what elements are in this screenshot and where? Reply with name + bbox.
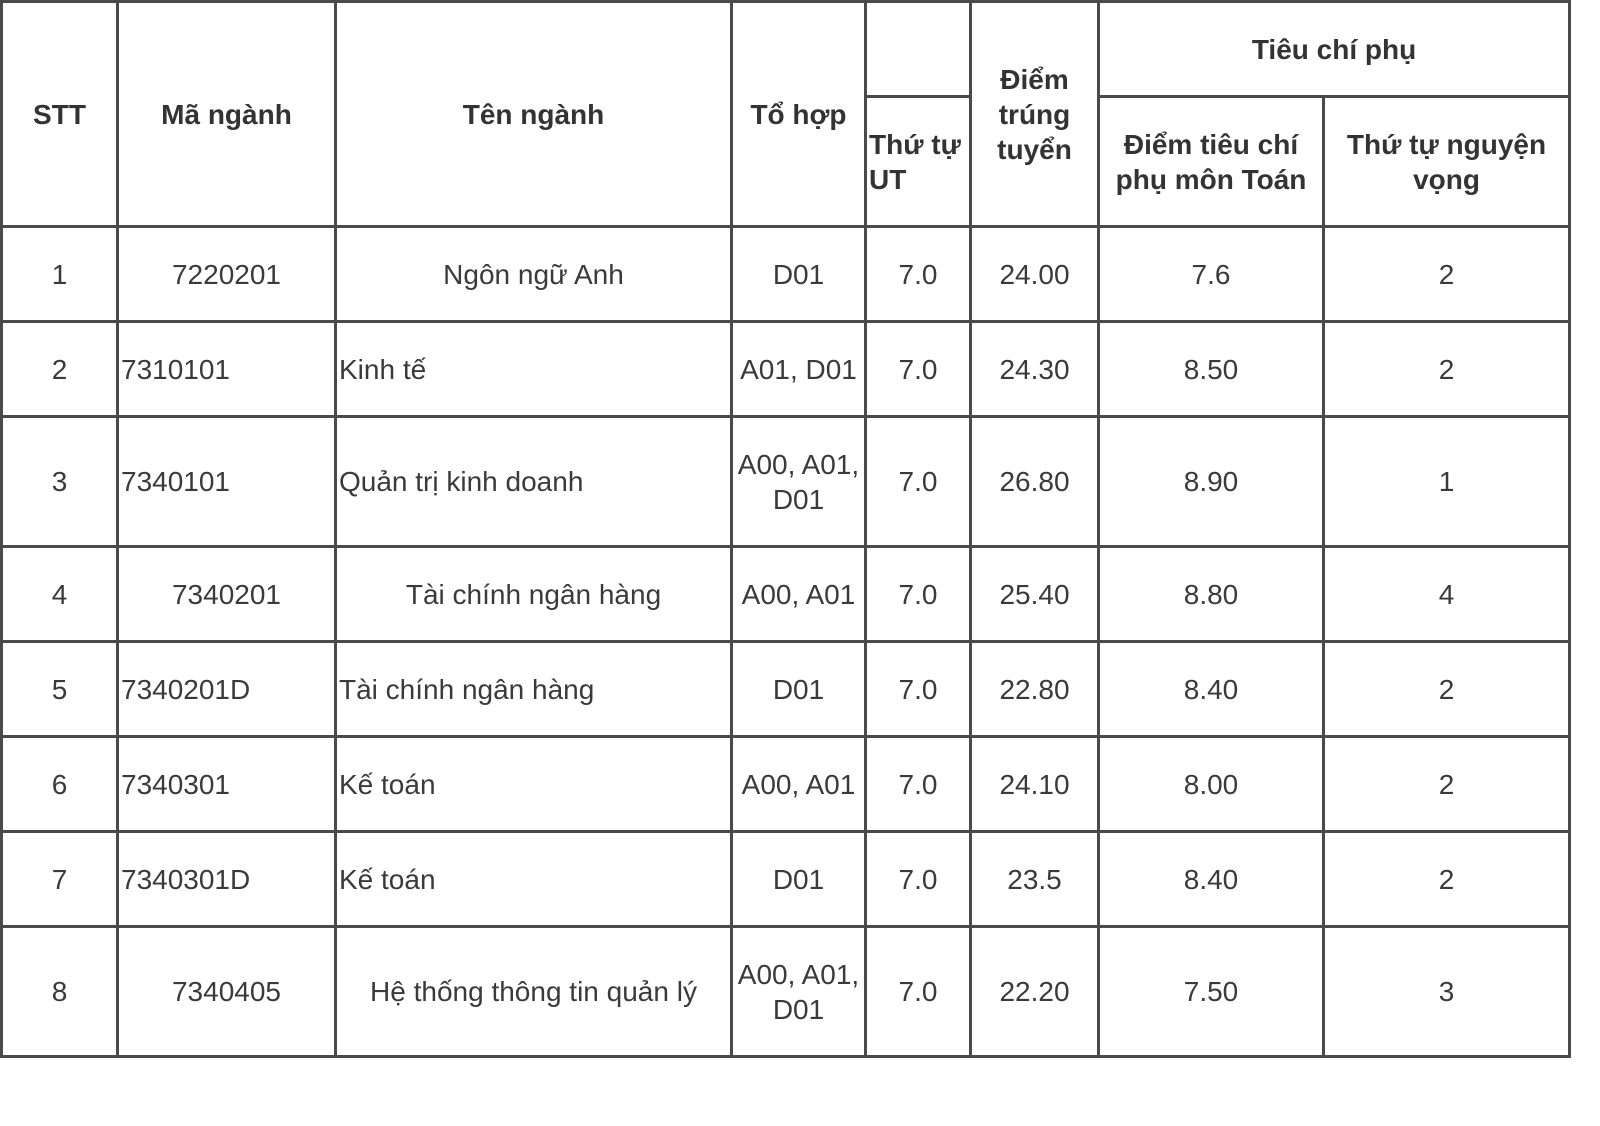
- cell-thu-tu-nguyen-vong: 1: [1321, 415, 1572, 548]
- cell-diem-trung-tuyen: 24.10: [969, 735, 1100, 833]
- cell-diem-trung-tuyen: 24.00: [969, 225, 1100, 323]
- cell-thu-tu-nguyen-vong: 2: [1321, 640, 1572, 738]
- table-row: 8 7340405 Hệ thống thông tin quản lý A00, A…: [0, 925, 1572, 1058]
- cell-ten-nganh: Tài chính ngân hàng: [334, 640, 733, 738]
- cell-ten-nganh: Ngôn ngữ Anh: [334, 225, 733, 323]
- cell-diem-toan: 8.50: [1097, 320, 1325, 418]
- header-to-hop: Tổ hợp: [730, 0, 867, 228]
- cell-thu-tu-nguyen-vong: 2: [1321, 225, 1572, 323]
- cell-thu-tu-ut: 7.0: [864, 735, 972, 833]
- header-thu-tu-ut: Thứ tự UT: [864, 95, 972, 228]
- cell-thu-tu-ut: 7.0: [864, 415, 972, 548]
- cell-ma-nganh: 7340301: [116, 735, 337, 833]
- table-row: 1 7220201 Ngôn ngữ Anh D01 7.0 24.00 7.6 2: [0, 225, 1572, 323]
- cell-diem-toan: 8.80: [1097, 545, 1325, 643]
- cell-diem-trung-tuyen: 25.40: [969, 545, 1100, 643]
- cell-stt: 5: [0, 640, 119, 738]
- header-thu-tu-nguyen-vong: Thứ tự nguyện vọng: [1321, 95, 1572, 228]
- table-row: 6 7340301 Kế toán A00, A01 7.0 24.10 8.00 2: [0, 735, 1572, 833]
- cell-ma-nganh: 7310101: [116, 320, 337, 418]
- cell-thu-tu-nguyen-vong: 2: [1321, 830, 1572, 928]
- header-tieu-chi-phu: Tiêu chí phụ: [1096, 0, 1572, 98]
- header-empty-cell: [864, 0, 972, 98]
- header-row: STT Mã ngành Tên ngành Tổ hợp Điểm trúng…: [0, 0, 1572, 228]
- cell-ma-nganh: 7340405: [116, 925, 337, 1058]
- admission-scores-table: STT Mã ngành Tên ngành Tổ hợp Điểm trúng…: [0, 0, 1572, 1058]
- cell-thu-tu-ut: 7.0: [864, 225, 972, 323]
- cell-stt: 1: [0, 225, 119, 323]
- header-row-sub: Thứ tự UT Điểm tiêu chí phụ môn Toán Thứ…: [2, 95, 1572, 228]
- cell-to-hop: D01: [730, 225, 867, 323]
- table-row: 3 7340101 Quản trị kinh doanh A00, A01, D01…: [0, 415, 1572, 548]
- cell-to-hop: A00, A01, D01: [730, 415, 867, 548]
- cell-to-hop: A00, A01: [730, 545, 867, 643]
- cell-thu-tu-nguyen-vong: 3: [1321, 925, 1572, 1058]
- header-stt: STT: [0, 0, 119, 228]
- cell-stt: 7: [0, 830, 119, 928]
- cell-ten-nganh: Hệ thống thông tin quản lý: [334, 925, 733, 1058]
- cell-diem-trung-tuyen: 23.5: [969, 830, 1100, 928]
- cell-ten-nganh: Kinh tế: [334, 320, 733, 418]
- cell-thu-tu-nguyen-vong: 4: [1321, 545, 1572, 643]
- header-diem-tieu-chi-phu-toan: Điểm tiêu chí phụ môn Toán: [1097, 95, 1325, 228]
- table-row: 7 7340301D Kế toán D01 7.0 23.5 8.40 2: [0, 830, 1572, 928]
- cell-diem-toan: 8.40: [1097, 640, 1325, 738]
- cell-to-hop: A01, D01: [730, 320, 867, 418]
- cell-stt: 6: [0, 735, 119, 833]
- header-diem-trung-tuyen: Điểm trúng tuyển: [969, 0, 1100, 228]
- cell-ma-nganh: 7340301D: [116, 830, 337, 928]
- cell-diem-toan: 8.00: [1097, 735, 1325, 833]
- cell-diem-toan: 8.90: [1097, 415, 1325, 548]
- cell-to-hop: D01: [730, 640, 867, 738]
- table-row: 4 7340201 Tài chính ngân hàng A00, A01 7.0 25…: [0, 545, 1572, 643]
- table-body: 1 7220201 Ngôn ngữ Anh D01 7.0 24.00 7.6 2 2 7310…: [0, 225, 1572, 1058]
- cell-ma-nganh: 7340201D: [116, 640, 337, 738]
- cell-ten-nganh: Quản trị kinh doanh: [334, 415, 733, 548]
- cell-thu-tu-ut: 7.0: [864, 545, 972, 643]
- cell-diem-toan: 7.50: [1097, 925, 1325, 1058]
- cell-ten-nganh: Tài chính ngân hàng: [334, 545, 733, 643]
- cell-diem-trung-tuyen: 22.80: [969, 640, 1100, 738]
- cell-ten-nganh: Kế toán: [334, 830, 733, 928]
- cell-diem-toan: 7.6: [1097, 225, 1325, 323]
- cell-thu-tu-ut: 7.0: [864, 925, 972, 1058]
- cell-thu-tu-ut: 7.0: [864, 320, 972, 418]
- cell-diem-trung-tuyen: 22.20: [969, 925, 1100, 1058]
- cell-diem-trung-tuyen: 26.80: [969, 415, 1100, 548]
- cell-ma-nganh: 7220201: [116, 225, 337, 323]
- cell-stt: 4: [0, 545, 119, 643]
- cell-to-hop: A00, A01: [730, 735, 867, 833]
- cell-thu-tu-nguyen-vong: 2: [1321, 320, 1572, 418]
- table-row: 2 7310101 Kinh tế A01, D01 7.0 24.30 8.50 2: [0, 320, 1572, 418]
- table-row: 5 7340201D Tài chính ngân hàng D01 7.0 22.80 8…: [0, 640, 1572, 738]
- cell-stt: 2: [0, 320, 119, 418]
- cell-thu-tu-ut: 7.0: [864, 640, 972, 738]
- header-ten-nganh: Tên ngành: [334, 0, 733, 228]
- cell-diem-toan: 8.40: [1097, 830, 1325, 928]
- cell-to-hop: D01: [730, 830, 867, 928]
- cell-ma-nganh: 7340101: [116, 415, 337, 548]
- cell-to-hop: A00, A01, D01: [730, 925, 867, 1058]
- cell-stt: 3: [0, 415, 119, 548]
- header-ma-nganh: Mã ngành: [116, 0, 337, 228]
- cell-ten-nganh: Kế toán: [334, 735, 733, 833]
- cell-stt: 8: [0, 925, 119, 1058]
- cell-ma-nganh: 7340201: [116, 545, 337, 643]
- cell-diem-trung-tuyen: 24.30: [969, 320, 1100, 418]
- cell-thu-tu-ut: 7.0: [864, 830, 972, 928]
- cell-thu-tu-nguyen-vong: 2: [1321, 735, 1572, 833]
